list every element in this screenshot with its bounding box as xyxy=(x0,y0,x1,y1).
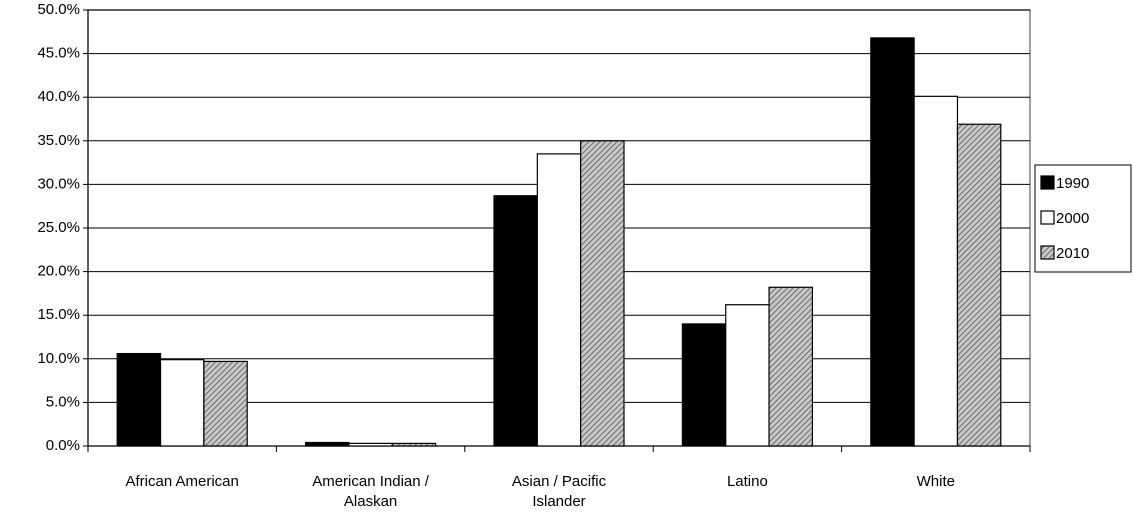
y-tick-label: 30.0% xyxy=(37,175,80,192)
bar xyxy=(493,195,538,447)
legend-swatch xyxy=(1040,175,1055,190)
bar xyxy=(580,140,625,447)
bar xyxy=(348,442,393,447)
y-tick-label: 50.0% xyxy=(37,1,80,18)
y-tick-label: 35.0% xyxy=(37,132,80,149)
y-tick-label: 40.0% xyxy=(37,88,80,105)
bar xyxy=(305,441,350,447)
bar xyxy=(681,323,727,447)
legend-swatch xyxy=(1040,245,1055,260)
y-tick-label: 25.0% xyxy=(37,219,80,236)
y-tick-label: 45.0% xyxy=(37,45,80,62)
x-tick-label: Asian / Pacific Islander xyxy=(511,473,607,510)
legend-swatch xyxy=(1040,210,1055,225)
bar xyxy=(956,123,1002,447)
legend-label: 2010 xyxy=(1056,245,1089,262)
bar xyxy=(116,352,162,447)
x-tick-label: Latino xyxy=(726,473,768,490)
bar xyxy=(870,37,915,447)
x-tick-label: American Indian / Alaskan xyxy=(312,473,429,510)
legend-label: 1990 xyxy=(1056,175,1089,192)
bar xyxy=(768,286,813,447)
bar xyxy=(725,304,770,447)
bar xyxy=(159,359,205,447)
x-tick-label: African American xyxy=(125,473,239,490)
x-tick-label: White xyxy=(916,473,955,490)
y-tick-label: 5.0% xyxy=(46,393,80,410)
bar xyxy=(913,95,959,447)
y-tick-label: 15.0% xyxy=(37,306,80,323)
y-tick-label: 20.0% xyxy=(37,263,80,280)
y-tick-label: 10.0% xyxy=(37,350,80,367)
y-tick-label: 0.0% xyxy=(46,437,80,454)
bar xyxy=(536,153,582,447)
bar xyxy=(391,442,437,447)
legend-label: 2000 xyxy=(1056,210,1089,227)
bar xyxy=(203,360,248,447)
